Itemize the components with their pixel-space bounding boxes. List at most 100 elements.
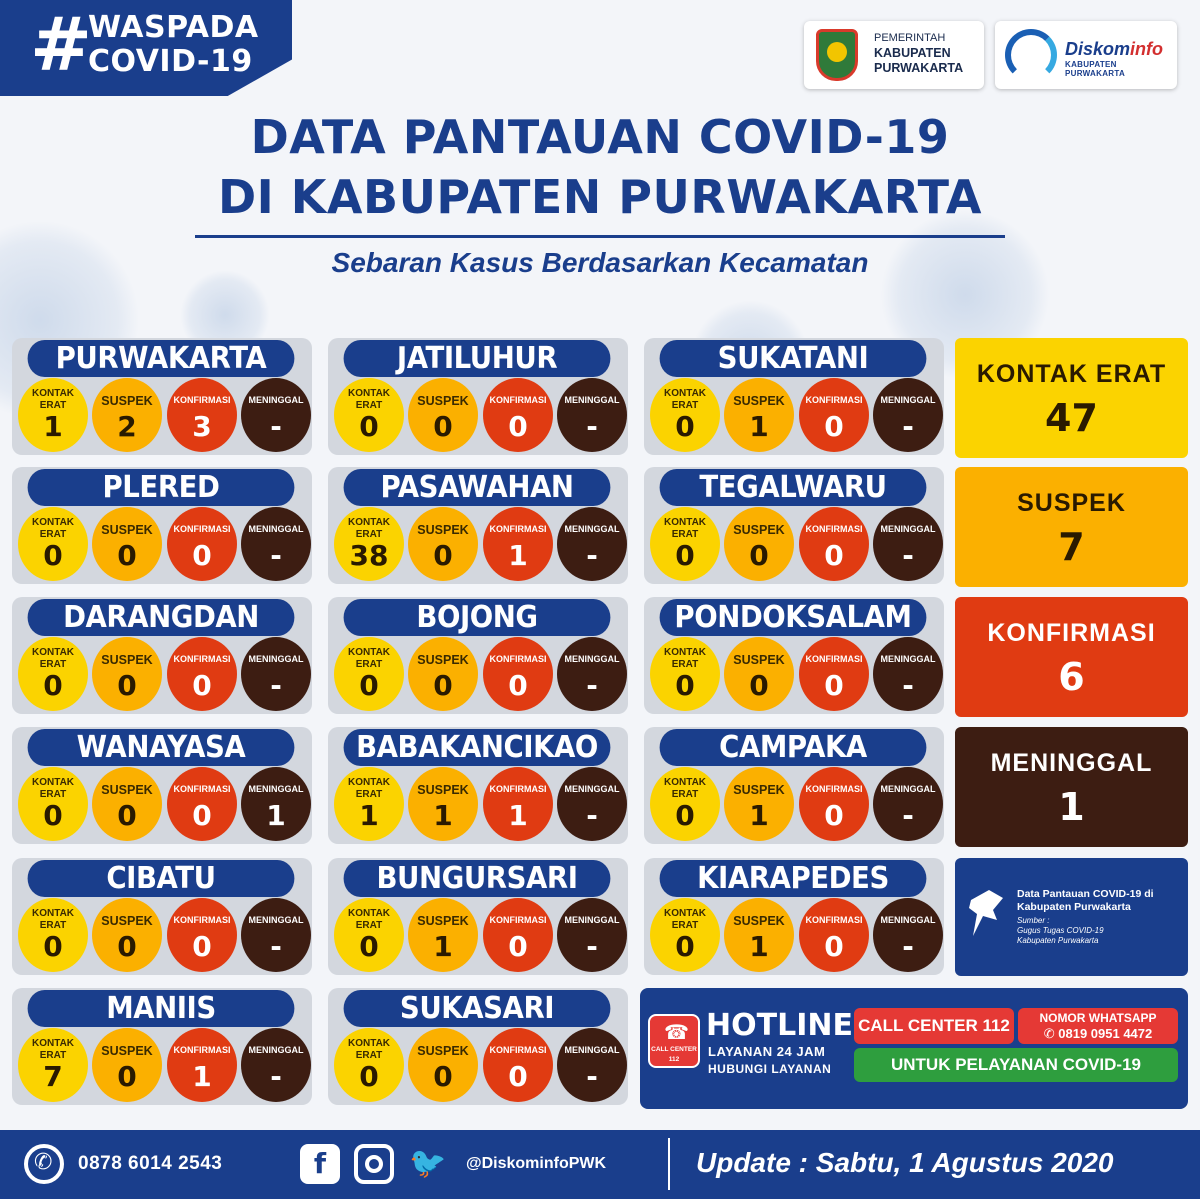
whatsapp-label: NOMOR WHATSAPP bbox=[1039, 1011, 1157, 1025]
konfirmasi-circle: KONFIRMASI 0 bbox=[799, 507, 869, 581]
kontak-erat-label-1: KONTAK bbox=[347, 517, 391, 528]
konfirmasi-value: 1 bbox=[192, 1060, 212, 1093]
meninggal-circle: MENINGGAL - bbox=[241, 1028, 311, 1102]
district-card: JATILUHUR KONTAK ERAT 0 SUSPEK 0 KONFIRMA… bbox=[328, 338, 628, 455]
whatsapp-icon[interactable] bbox=[24, 1144, 64, 1184]
konfirmasi-label: KONFIRMASI bbox=[173, 654, 231, 664]
konfirmasi-label: KONFIRMASI bbox=[173, 784, 231, 794]
suspek-value: 0 bbox=[433, 669, 453, 702]
konfirmasi-label: KONFIRMASI bbox=[173, 395, 231, 405]
facebook-icon[interactable]: f bbox=[300, 1144, 340, 1184]
suspek-circle: SUSPEK 1 bbox=[724, 898, 794, 972]
meninggal-circle: MENINGGAL - bbox=[557, 507, 627, 581]
instagram-icon[interactable] bbox=[354, 1144, 394, 1184]
meninggal-circle: MENINGGAL - bbox=[873, 637, 943, 711]
kontak-erat-label-1: KONTAK bbox=[347, 777, 391, 788]
district-card: PONDOKSALAM KONTAK ERAT 0 SUSPEK 0 KONFIR… bbox=[644, 597, 944, 714]
hotline-sub-1: LAYANAN 24 JAM bbox=[708, 1044, 826, 1059]
konfirmasi-circle: KONFIRMASI 0 bbox=[167, 767, 237, 841]
hotline-panel: ☎ CALL CENTER 112 HOTLINE LAYANAN 24 JAM… bbox=[640, 988, 1188, 1109]
summary-value: 1 bbox=[1058, 785, 1085, 829]
district-name: PLERED bbox=[27, 469, 295, 506]
social-handle[interactable]: @DiskominfoPWK bbox=[466, 1155, 607, 1172]
meninggal-value: - bbox=[586, 799, 598, 832]
kontak-erat-label-2: ERAT bbox=[39, 1050, 67, 1061]
konfirmasi-circle: KONFIRMASI 0 bbox=[167, 637, 237, 711]
summary-value: 47 bbox=[1045, 396, 1098, 440]
meninggal-label: MENINGGAL bbox=[248, 1045, 304, 1055]
district-name: BOJONG bbox=[343, 599, 611, 636]
konfirmasi-label: KONFIRMASI bbox=[805, 395, 863, 405]
suspek-value: 0 bbox=[749, 669, 769, 702]
district-card: BUNGURSARI KONTAK ERAT 0 SUSPEK 1 KONFIRM… bbox=[328, 858, 628, 975]
meninggal-value: - bbox=[586, 1060, 598, 1093]
district-card: CAMPAKA KONTAK ERAT 0 SUSPEK 1 KONFIRMASI… bbox=[644, 727, 944, 844]
suspek-label: SUSPEK bbox=[417, 653, 469, 667]
suspek-label: SUSPEK bbox=[417, 523, 469, 537]
konfirmasi-label: KONFIRMASI bbox=[805, 524, 863, 534]
suspek-circle: SUSPEK 0 bbox=[92, 767, 162, 841]
meninggal-label: MENINGGAL bbox=[248, 395, 304, 405]
meninggal-circle: MENINGGAL - bbox=[557, 1028, 627, 1102]
suspek-circle: SUSPEK 0 bbox=[408, 378, 478, 452]
data-source-box: Data Pantauan COVID-19 di Kabupaten Purw… bbox=[955, 858, 1188, 976]
kontak-erat-circle: KONTAK ERAT 0 bbox=[650, 378, 720, 452]
kontak-erat-circle: KONTAK ERAT 0 bbox=[334, 1028, 404, 1102]
konfirmasi-circle: KONFIRMASI 0 bbox=[799, 767, 869, 841]
suspek-circle: SUSPEK 0 bbox=[92, 507, 162, 581]
twitter-icon[interactable]: 🐦 bbox=[409, 1147, 447, 1180]
kontak-erat-value: 0 bbox=[43, 539, 63, 572]
meninggal-label: MENINGGAL bbox=[880, 395, 936, 405]
konfirmasi-label: KONFIRMASI bbox=[489, 654, 547, 664]
suspek-circle: SUSPEK 0 bbox=[724, 507, 794, 581]
kontak-erat-label-1: KONTAK bbox=[31, 388, 75, 399]
suspek-value: 0 bbox=[117, 1060, 137, 1093]
kontak-erat-label-2: ERAT bbox=[39, 529, 67, 540]
suspek-label: SUSPEK bbox=[417, 1044, 469, 1058]
suspek-label: SUSPEK bbox=[101, 394, 153, 408]
kontak-erat-value: 0 bbox=[675, 410, 695, 443]
kontak-erat-circle: KONTAK ERAT 0 bbox=[650, 767, 720, 841]
kontak-erat-label-1: KONTAK bbox=[31, 517, 75, 528]
meninggal-value: - bbox=[586, 539, 598, 572]
meninggal-label: MENINGGAL bbox=[248, 915, 304, 925]
meninggal-label: MENINGGAL bbox=[248, 524, 304, 534]
summary-suspek: SUSPEK 7 bbox=[955, 467, 1188, 587]
suspek-value: 0 bbox=[117, 799, 137, 832]
kontak-erat-value: 1 bbox=[43, 410, 63, 443]
kontak-erat-label-1: KONTAK bbox=[31, 647, 75, 658]
pemkab-line-3: PURWAKARTA bbox=[874, 61, 964, 75]
konfirmasi-circle: KONFIRMASI 1 bbox=[483, 507, 553, 581]
kontak-erat-circle: KONTAK ERAT 0 bbox=[18, 637, 88, 711]
meninggal-value: - bbox=[270, 1060, 282, 1093]
update-date: Update : Sabtu, 1 Agustus 2020 bbox=[696, 1147, 1114, 1178]
kontak-erat-circle: KONTAK ERAT 0 bbox=[334, 637, 404, 711]
konfirmasi-value: 1 bbox=[508, 539, 528, 572]
kontak-erat-circle: KONTAK ERAT 7 bbox=[18, 1028, 88, 1102]
district-card: CIBATU KONTAK ERAT 0 SUSPEK 0 KONFIRMASI … bbox=[12, 858, 312, 975]
district-card: KIARAPEDES KONTAK ERAT 0 SUSPEK 1 KONFIRM… bbox=[644, 858, 944, 975]
kontak-erat-label-2: ERAT bbox=[355, 920, 383, 931]
footer-phone[interactable]: 0878 6014 2543 bbox=[78, 1153, 223, 1174]
district-card: WANAYASA KONTAK ERAT 0 SUSPEK 0 KONFIRMAS… bbox=[12, 727, 312, 844]
suspek-circle: SUSPEK 0 bbox=[408, 1028, 478, 1102]
suspek-value: 1 bbox=[433, 930, 453, 963]
meninggal-circle: MENINGGAL - bbox=[557, 378, 627, 452]
konfirmasi-circle: KONFIRMASI 0 bbox=[167, 898, 237, 972]
kontak-erat-value: 1 bbox=[359, 799, 379, 832]
meninggal-label: MENINGGAL bbox=[564, 1045, 620, 1055]
meninggal-circle: MENINGGAL - bbox=[241, 898, 311, 972]
konfirmasi-value: 0 bbox=[508, 930, 528, 963]
kontak-erat-label-2: ERAT bbox=[355, 1050, 383, 1061]
call-center-button[interactable]: CALL CENTER 112 bbox=[854, 1008, 1014, 1044]
whatsapp-number-button[interactable]: NOMOR WHATSAPP ✆ 0819 0951 4472 bbox=[1018, 1008, 1178, 1044]
diskominfo-logo: Diskominfo KABUPATEN PURWAKARTA bbox=[995, 21, 1177, 89]
konfirmasi-circle: KONFIRMASI 1 bbox=[167, 1028, 237, 1102]
suspek-value: 1 bbox=[749, 799, 769, 832]
konfirmasi-label: KONFIRMASI bbox=[489, 1045, 547, 1055]
district-card: BABAKANCIKAO KONTAK ERAT 1 SUSPEK 1 KONFI… bbox=[328, 727, 628, 844]
konfirmasi-value: 3 bbox=[192, 410, 212, 443]
source-line-1: Gugus Tugas COVID-19 bbox=[1017, 926, 1104, 935]
suspek-label: SUSPEK bbox=[101, 653, 153, 667]
konfirmasi-circle: KONFIRMASI 0 bbox=[799, 898, 869, 972]
